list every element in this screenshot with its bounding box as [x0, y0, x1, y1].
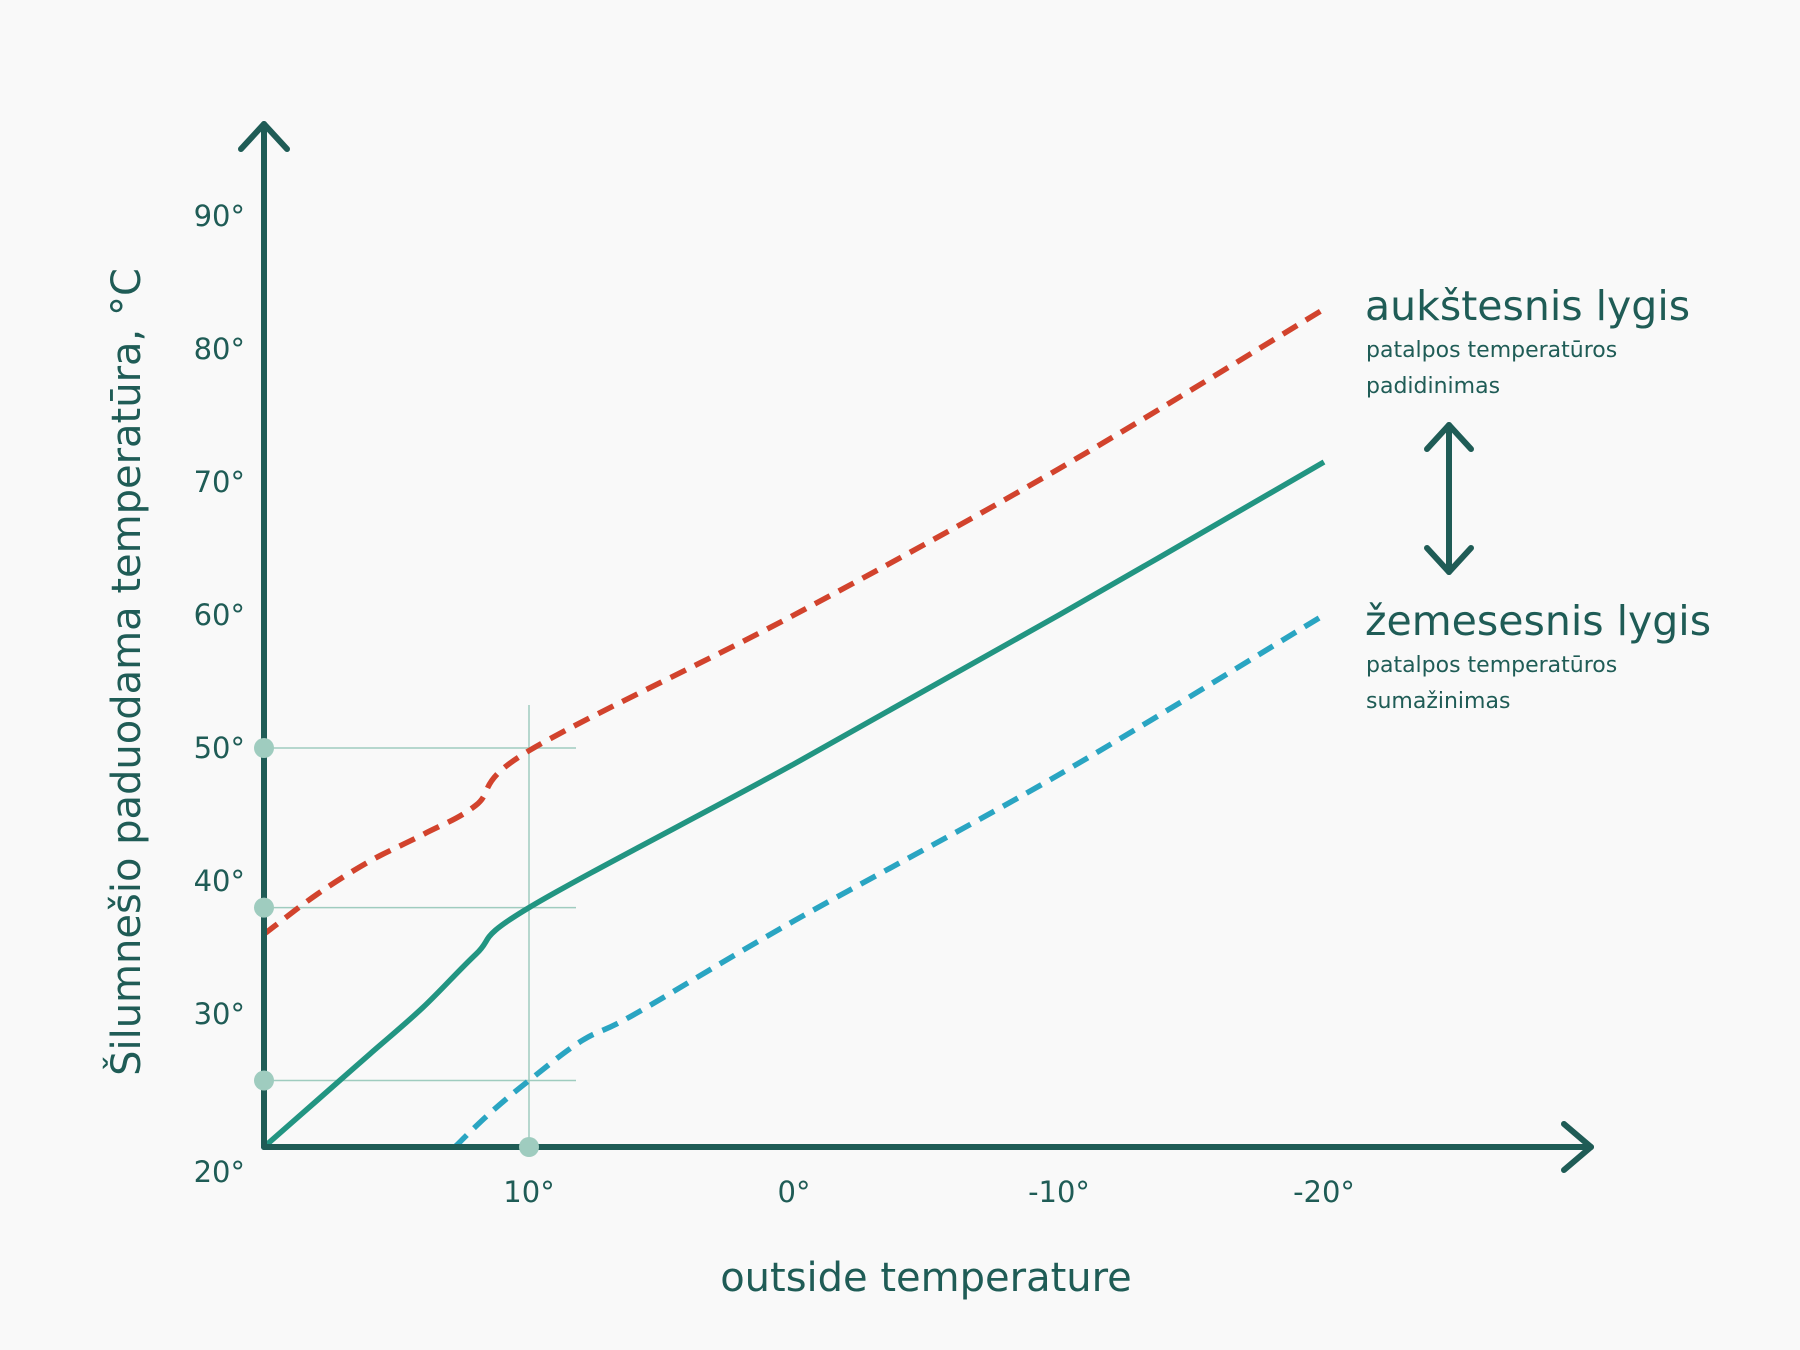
y-axis-label: Šilumnešio paduodama temperatūra, °C — [102, 268, 150, 1076]
tick-labels: 20° 30° 40° 50° 60° 70° 80° 90° 10° 0° -10° -20° — [194, 199, 1355, 1209]
x-tick-label: -10° — [1028, 1175, 1090, 1209]
reference-marker-x — [519, 1137, 539, 1157]
x-axis-arrow-icon — [1561, 1121, 1594, 1173]
reference-markers — [254, 738, 539, 1157]
y-tick-label: 80° — [194, 332, 245, 366]
level-shift-arrow-icon — [1424, 422, 1474, 575]
reference-marker-y-1 — [254, 897, 274, 918]
y-tick-label: 70° — [194, 465, 245, 499]
annotation-lower-line-1: patalpos temperatūros — [1366, 653, 1617, 678]
annotation-higher-line-2: padidinimas — [1366, 374, 1500, 399]
annotation-higher-line-1: patalpos temperatūros — [1366, 338, 1617, 363]
y-tick-label: 60° — [194, 598, 245, 632]
series-lower-dashed-line — [452, 612, 1326, 1149]
reference-marker-y-2 — [254, 1070, 274, 1091]
x-tick-label: 10° — [503, 1175, 554, 1209]
x-axis-label: outside temperature — [720, 1255, 1132, 1301]
series-layer — [262, 306, 1326, 1150]
reference-marker-y-0 — [254, 738, 274, 758]
reference-lines — [264, 705, 576, 1147]
y-tick-label: 30° — [194, 997, 245, 1031]
series-base-solid-line — [262, 459, 1326, 1150]
x-tick-label: -20° — [1293, 1175, 1355, 1209]
y-tick-label: 90° — [194, 199, 245, 233]
series-upper-dashed-line — [262, 306, 1326, 937]
annotation-higher-title: aukštesnis lygis — [1365, 282, 1690, 330]
y-tick-label: 50° — [194, 731, 245, 765]
y-tick-label: 40° — [194, 864, 245, 898]
annotation-lower-line-2: sumažinimas — [1366, 689, 1510, 714]
y-tick-label: 20° — [194, 1155, 245, 1189]
x-tick-label: 0° — [778, 1175, 811, 1209]
y-axis-arrow-icon — [238, 121, 290, 152]
axes — [238, 121, 1594, 1173]
annotation-lower-title: žemesesnis lygis — [1365, 597, 1711, 645]
